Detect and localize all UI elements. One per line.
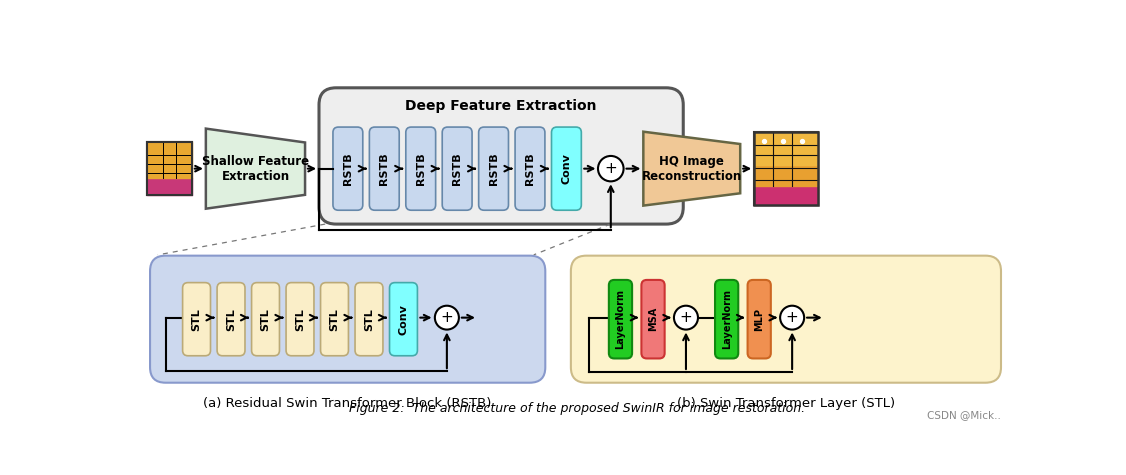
Text: +: + (605, 161, 617, 176)
Text: Deep Feature Extraction: Deep Feature Extraction (405, 99, 597, 113)
FancyBboxPatch shape (333, 127, 363, 210)
FancyBboxPatch shape (217, 283, 245, 356)
Text: +: + (680, 310, 692, 325)
Text: +: + (440, 310, 454, 325)
FancyBboxPatch shape (515, 127, 545, 210)
Bar (754, 133, 817, 205)
Text: Shallow Feature
Extraction: Shallow Feature Extraction (202, 155, 309, 183)
Text: Conv: Conv (562, 153, 571, 184)
FancyBboxPatch shape (552, 127, 581, 210)
FancyBboxPatch shape (390, 283, 418, 356)
Polygon shape (206, 129, 305, 209)
FancyBboxPatch shape (642, 280, 664, 359)
Text: STL: STL (330, 308, 340, 331)
Text: RSTB: RSTB (489, 152, 499, 185)
Text: MLP: MLP (754, 308, 765, 331)
Text: LayerNorm: LayerNorm (722, 289, 732, 349)
Point (774, 137, 792, 145)
FancyBboxPatch shape (609, 280, 632, 359)
Text: LayerNorm: LayerNorm (616, 289, 625, 349)
Bar (148, 142, 191, 195)
FancyBboxPatch shape (571, 256, 1001, 383)
Text: STL: STL (295, 308, 305, 331)
Text: (b) Swin Transformer Layer (STL): (b) Swin Transformer Layer (STL) (677, 397, 895, 409)
Circle shape (435, 306, 459, 330)
Text: RSTB: RSTB (415, 152, 426, 185)
Text: STL: STL (191, 308, 202, 331)
Text: Conv: Conv (399, 304, 409, 334)
FancyBboxPatch shape (182, 283, 211, 356)
Text: STL: STL (226, 308, 236, 331)
FancyBboxPatch shape (369, 127, 400, 210)
Text: RSTB: RSTB (379, 152, 390, 185)
FancyBboxPatch shape (443, 127, 472, 210)
Polygon shape (643, 132, 740, 206)
Text: MSA: MSA (649, 307, 658, 331)
FancyBboxPatch shape (321, 283, 348, 356)
Point (754, 137, 772, 145)
FancyBboxPatch shape (479, 127, 509, 210)
Text: Figure 2:  The architecture of the proposed SwinIR for image restoration.: Figure 2: The architecture of the propos… (349, 402, 805, 415)
Text: STL: STL (364, 308, 374, 331)
Text: RSTB: RSTB (525, 152, 535, 185)
Circle shape (780, 306, 804, 330)
Text: (a) Residual Swin Transformer Block (RSTB): (a) Residual Swin Transformer Block (RST… (204, 397, 492, 409)
Text: +: + (786, 310, 798, 325)
FancyBboxPatch shape (715, 280, 739, 359)
Bar (754, 133, 817, 205)
Text: RSTB: RSTB (343, 152, 352, 185)
Text: RSTB: RSTB (453, 152, 462, 185)
Circle shape (674, 306, 698, 330)
Text: CSDN @Mick..: CSDN @Mick.. (927, 409, 1001, 420)
Text: HQ Image
Reconstruction: HQ Image Reconstruction (642, 155, 742, 183)
FancyBboxPatch shape (748, 280, 771, 359)
FancyBboxPatch shape (405, 127, 436, 210)
FancyBboxPatch shape (251, 283, 279, 356)
FancyBboxPatch shape (319, 88, 683, 224)
Bar (148, 142, 191, 195)
FancyBboxPatch shape (355, 283, 383, 356)
Text: STL: STL (260, 308, 270, 331)
FancyBboxPatch shape (286, 283, 314, 356)
FancyBboxPatch shape (150, 256, 545, 383)
Circle shape (598, 156, 624, 181)
Point (793, 137, 811, 145)
